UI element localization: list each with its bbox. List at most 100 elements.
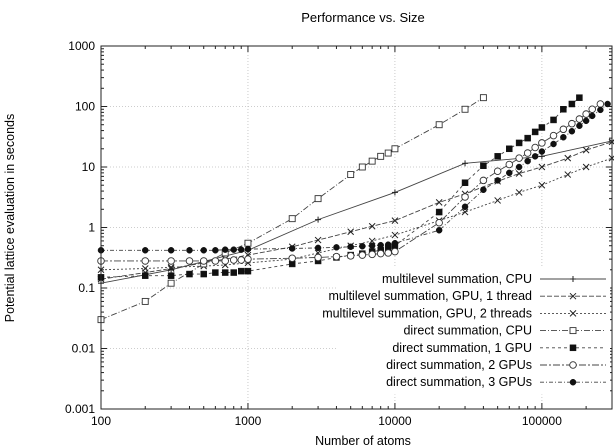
y-tick-label: 0.01 — [72, 342, 96, 356]
data-point — [435, 227, 443, 234]
chart-title: Performance vs. Size — [301, 10, 425, 25]
data-point — [167, 257, 175, 265]
data-point — [568, 127, 576, 135]
data-point — [559, 125, 568, 134]
data-point — [479, 94, 487, 102]
data-point — [384, 249, 392, 257]
data-point — [494, 177, 501, 184]
legend-entry: direct summation, 2 GPUs — [386, 358, 606, 372]
data-point — [515, 163, 523, 171]
data-point — [358, 251, 367, 259]
data-point — [506, 169, 513, 177]
data-point — [141, 247, 149, 254]
data-point — [582, 110, 590, 118]
data-point — [560, 106, 567, 113]
data-point — [538, 139, 546, 147]
data-point — [479, 176, 488, 185]
legend-marker — [569, 292, 577, 300]
data-point — [368, 250, 376, 259]
data-point — [597, 106, 604, 114]
legend-marker — [570, 276, 576, 282]
data-point — [167, 272, 175, 279]
data-point — [480, 186, 487, 194]
data-point — [237, 246, 245, 253]
legend-marker — [569, 344, 577, 352]
legend-entry: direct summation, 3 GPUs — [386, 375, 606, 389]
data-point — [588, 105, 596, 114]
data-point — [391, 239, 399, 247]
data-point — [435, 218, 443, 227]
series-line — [100, 157, 613, 271]
legend-label: multilevel summation, GPU, 1 thread — [328, 289, 532, 303]
data-point — [200, 247, 207, 254]
data-point — [167, 279, 175, 287]
data-point — [237, 256, 245, 264]
legend-entry: multilevel summation, GPU, 2 threads — [322, 306, 606, 320]
data-point — [376, 249, 385, 258]
data-point — [314, 253, 322, 262]
data-point — [391, 231, 399, 239]
legend-marker — [569, 327, 577, 335]
data-point — [494, 197, 501, 204]
data-point — [582, 146, 590, 154]
data-point — [549, 131, 558, 140]
data-point — [494, 153, 501, 160]
data-point — [435, 121, 443, 129]
data-point — [237, 267, 245, 275]
data-point — [167, 265, 175, 272]
data-point — [230, 246, 237, 253]
data-point — [596, 100, 605, 108]
legend-label: direct summation, 2 GPUs — [386, 358, 532, 372]
data-point — [582, 117, 590, 125]
data-point — [550, 140, 557, 148]
data-point — [288, 254, 296, 263]
data-point — [461, 203, 469, 211]
legend: multilevel summation, CPU multilevel summ… — [322, 268, 610, 395]
legend-marker — [569, 378, 577, 386]
data-point — [221, 269, 229, 276]
data-point — [358, 163, 366, 171]
data-point — [538, 124, 546, 131]
data-point — [523, 149, 532, 157]
data-point — [461, 193, 469, 201]
data-point — [288, 245, 296, 252]
x-tick-label: 1000 — [235, 414, 262, 428]
data-point — [391, 247, 399, 256]
data-point — [377, 152, 385, 160]
data-point — [435, 208, 443, 216]
data-point — [167, 247, 175, 254]
data-point — [564, 171, 572, 178]
data-point — [141, 272, 149, 279]
data-point — [575, 115, 584, 123]
data-point — [524, 134, 531, 142]
data-point — [200, 270, 207, 278]
legend-label: direct summation, 3 GPUs — [386, 375, 532, 389]
legend-marker — [569, 361, 577, 369]
plot-frame — [100, 45, 613, 410]
data-point — [560, 134, 567, 141]
legend-background — [338, 268, 610, 395]
data-point — [347, 243, 354, 251]
data-point — [461, 179, 469, 186]
y-tick-label: 1000 — [68, 39, 95, 53]
data-point — [230, 269, 237, 276]
y-tick-label: 10 — [82, 160, 96, 174]
data-point — [347, 171, 355, 179]
data-point — [480, 162, 487, 169]
legend-entry: multilevel summation, GPU, 1 thread — [328, 289, 606, 303]
x-tick-label: 100000 — [522, 414, 562, 428]
data-point — [391, 189, 398, 196]
data-point — [244, 245, 252, 253]
data-point — [531, 153, 539, 160]
data-point — [576, 94, 583, 101]
legend-label: direct summation, 1 GPU — [392, 341, 532, 355]
data-point — [568, 119, 576, 128]
data-point — [550, 116, 557, 124]
data-point — [212, 269, 219, 276]
x-axis-label: Number of atoms — [315, 434, 411, 448]
data-point — [141, 257, 149, 265]
data-point — [221, 257, 229, 265]
data-point — [515, 189, 523, 196]
data-point — [141, 297, 149, 305]
data-point — [531, 128, 539, 136]
